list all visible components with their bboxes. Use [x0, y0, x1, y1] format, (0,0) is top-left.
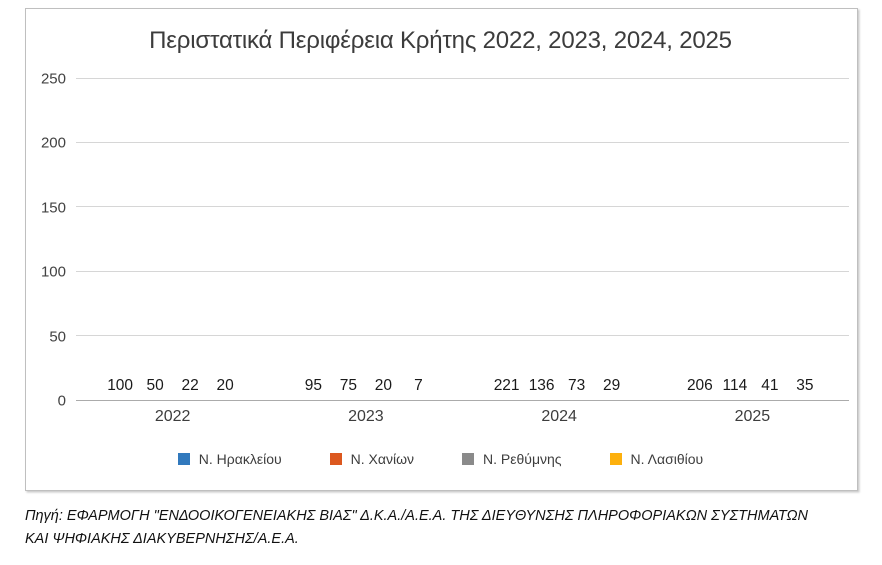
plot-row: 0 50 100 150 200 250 100 50 22 20 95 75 20 7 221 136 73…: [32, 71, 849, 410]
y-tick-label: 150: [40, 199, 66, 217]
legend-label: Ν. Λασιθίου: [630, 451, 704, 467]
bar-value-label: 95: [304, 377, 322, 394]
gridline: [76, 206, 849, 208]
source-note-line-2: ΚΑΙ ΨΗΦΙΑΚΗΣ ΔΙΑΚΥΒΕΡΝΗΣΗΣ/Α.Ε.Α.: [25, 531, 299, 547]
gridline: [76, 142, 849, 144]
bar-value-label: 114: [722, 377, 748, 394]
x-axis: 2022 2023 2024 2025: [76, 401, 849, 426]
legend-swatch-icon: [329, 453, 342, 465]
legend-item: Ν. Λασιθίου: [609, 451, 704, 467]
chart-title: Περιστατικά Περιφέρεια Κρήτης 2022, 2023…: [149, 27, 732, 54]
x-tick-label: 2025: [734, 408, 771, 425]
bar-value-label: 221: [493, 377, 520, 394]
bar-value-label: 50: [146, 377, 164, 394]
gridline: [76, 270, 849, 272]
x-tick-label: 2024: [541, 408, 577, 425]
bar-value-label: 75: [339, 377, 357, 394]
legend-item: Ν. Ηρακλείου: [177, 451, 282, 467]
source-note-line-1: Πηγή: ΕΦΑΡΜΟΓΗ "ΕΝΔΟΟΙΚΟΓΕΝΕΙΑΚΗΣ ΒΙΑΣ" …: [25, 508, 808, 524]
y-tick-label: 100: [40, 263, 66, 281]
bar-value-label: 136: [528, 377, 555, 394]
bar-value-label: 73: [568, 377, 586, 394]
y-tick-label: 0: [57, 392, 66, 410]
legend: Ν. Ηρακλείου Ν. Χανίων Ν. Ρεθύμνης Ν. Λασιθ…: [32, 426, 849, 482]
gridline: [76, 334, 849, 336]
bar-value-label: 7: [414, 377, 423, 394]
legend-item: Ν. Χανίων: [329, 451, 415, 467]
bar-value-label: 20: [374, 377, 392, 394]
legend-label: Ν. Ρεθύμνης: [483, 451, 562, 467]
x-tick-label: 2023: [348, 408, 384, 425]
legend-label: Ν. Χανίων: [350, 451, 415, 467]
bar-value-label: 100: [107, 377, 134, 394]
x-tick-label: 2022: [154, 408, 191, 425]
legend-swatch-icon: [609, 453, 622, 465]
y-tick-label: 50: [49, 328, 66, 346]
legend-item: Ν. Ρεθύμνης: [462, 451, 562, 467]
y-tick-label: 200: [40, 134, 66, 152]
bar-value-label: 41: [761, 377, 779, 394]
bar-value-label: 35: [796, 377, 814, 394]
plot-area: 100 50 22 20 95 75 20 7 221 136 73 29 206 114 41 35: [76, 78, 849, 401]
source-note: Πηγή: ΕΦΑΡΜΟΓΗ "ΕΝΔΟΟΙΚΟΓΕΝΕΙΑΚΗΣ ΒΙΑΣ" …: [25, 505, 865, 551]
bar-value-label: 206: [686, 377, 713, 394]
chart-card: Περιστατικά Περιφέρεια Κρήτης 2022, 2023…: [25, 8, 858, 491]
bar-value-label: 22: [181, 377, 199, 394]
legend-label: Ν. Ηρακλείου: [198, 451, 282, 467]
bar-value-label: 20: [216, 377, 234, 394]
bar-value-label: 29: [603, 377, 621, 394]
y-axis: 0 50 100 150 200 250: [32, 71, 76, 410]
y-tick-label: 250: [40, 70, 66, 88]
legend-swatch-icon: [462, 453, 475, 465]
legend-swatch-icon: [177, 453, 190, 465]
gridline: [76, 78, 849, 79]
